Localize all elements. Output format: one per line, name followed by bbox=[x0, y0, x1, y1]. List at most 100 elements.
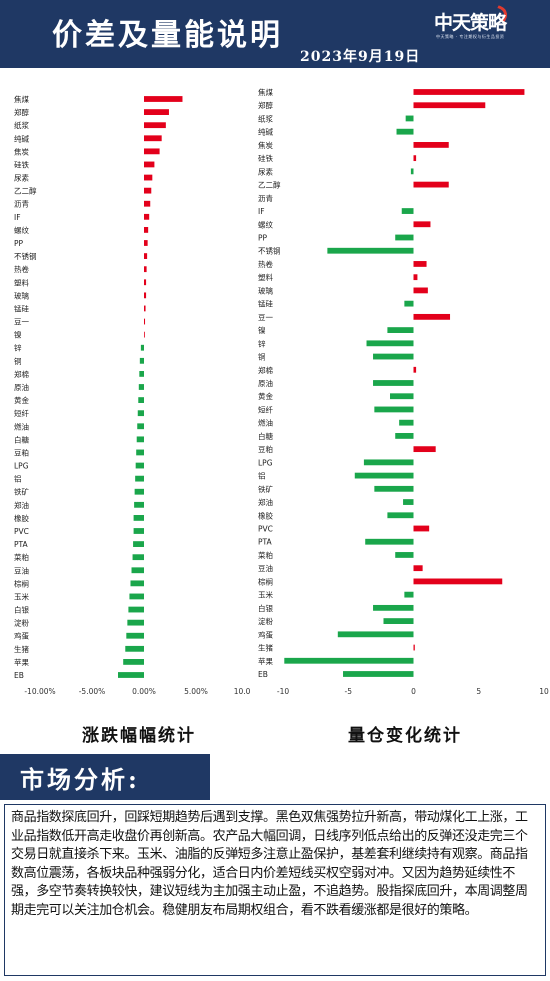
bar-15 bbox=[413, 274, 418, 281]
bar-8 bbox=[144, 187, 152, 194]
category-label: 白糖 bbox=[14, 434, 29, 444]
category-label: PTA bbox=[14, 540, 29, 549]
category-label: 燃油 bbox=[14, 421, 29, 431]
bar-27 bbox=[395, 433, 414, 439]
category-label: 纯碱 bbox=[258, 127, 273, 137]
bar-41 bbox=[127, 619, 144, 626]
bar-16 bbox=[144, 292, 147, 299]
bar-14 bbox=[144, 266, 147, 273]
category-label: 沥青 bbox=[14, 199, 29, 209]
category-label: 塑料 bbox=[258, 272, 273, 282]
bar-44 bbox=[123, 659, 144, 665]
category-label: 纯碱 bbox=[14, 133, 29, 143]
category-label: PTA bbox=[258, 538, 273, 547]
bar-12 bbox=[395, 234, 414, 241]
category-label: 燃油 bbox=[258, 418, 273, 428]
category-label: 铝 bbox=[258, 471, 266, 481]
category-label: PP bbox=[14, 239, 24, 248]
category-label: 豆一 bbox=[258, 313, 273, 322]
bar-13 bbox=[327, 247, 414, 254]
bar-26 bbox=[137, 423, 144, 430]
bar-21 bbox=[139, 357, 144, 364]
category-label: 铜 bbox=[258, 352, 266, 362]
bar-6 bbox=[144, 161, 155, 168]
bar-23 bbox=[138, 384, 144, 390]
bar-38 bbox=[130, 580, 144, 587]
bar-6 bbox=[413, 155, 417, 162]
bar-39 bbox=[404, 591, 414, 598]
category-label: 焦煤 bbox=[258, 87, 273, 97]
category-label: 锌 bbox=[258, 338, 266, 348]
bar-24 bbox=[390, 393, 414, 400]
volume-chart-ticks: -10 -5 0 5 10 bbox=[277, 687, 549, 696]
category-label: 不锈钢 bbox=[14, 251, 37, 261]
category-label: 硅铁 bbox=[258, 153, 273, 163]
category-label: 短纤 bbox=[258, 404, 273, 414]
bar-10 bbox=[144, 213, 150, 220]
category-label: 锌 bbox=[14, 343, 22, 353]
bar-36 bbox=[132, 554, 144, 561]
category-label: 生猪 bbox=[258, 643, 273, 653]
bar-22 bbox=[139, 371, 144, 377]
bar-8 bbox=[413, 181, 449, 188]
category-label: 白银 bbox=[14, 605, 29, 615]
category-label: 苹果 bbox=[14, 657, 29, 667]
tick-label: -10 bbox=[277, 687, 289, 696]
category-label: 郑棉 bbox=[258, 365, 273, 375]
bar-4 bbox=[144, 135, 162, 142]
bar-29 bbox=[135, 462, 144, 469]
category-label: 螺纹 bbox=[14, 225, 29, 235]
bar-2 bbox=[144, 109, 169, 115]
category-label: 锰硅 bbox=[14, 303, 29, 313]
bar-18 bbox=[144, 318, 146, 325]
category-label: 塑料 bbox=[14, 277, 29, 287]
header-bar: 价差及量能说明 2023年9月19日 中天策略 中天策略 · 专注期权与衍生品投… bbox=[0, 0, 550, 68]
category-label: 乙二醇 bbox=[258, 180, 281, 190]
category-label: 热卷 bbox=[14, 264, 29, 274]
category-label: LPG bbox=[14, 462, 29, 471]
bar-41 bbox=[383, 618, 414, 624]
bar-34 bbox=[413, 525, 430, 532]
bar-43 bbox=[413, 644, 415, 651]
bar-2 bbox=[413, 102, 486, 109]
bar-20 bbox=[140, 344, 144, 351]
bar-42 bbox=[126, 632, 144, 639]
bar-36 bbox=[395, 552, 414, 558]
category-label: IF bbox=[258, 207, 265, 216]
category-label: 镍 bbox=[258, 325, 266, 335]
bar-3 bbox=[405, 115, 414, 122]
category-label: 尿素 bbox=[258, 166, 273, 176]
category-label: 乙二醇 bbox=[14, 186, 37, 196]
category-label: 原油 bbox=[14, 382, 29, 392]
tick-label: -5 bbox=[345, 687, 353, 696]
bar-5 bbox=[413, 142, 449, 148]
bar-45 bbox=[118, 672, 144, 678]
category-label: 铝 bbox=[14, 474, 22, 484]
category-label: 白银 bbox=[258, 603, 273, 613]
bar-11 bbox=[144, 227, 149, 233]
bar-32 bbox=[134, 501, 144, 508]
category-label: 菜粕 bbox=[14, 552, 29, 562]
brand-logo: 中天策略 中天策略 · 专注期权与衍生品投资 bbox=[430, 0, 542, 46]
analysis-box: 商品指数探底回升，回踩短期趋势后遇到支撑。黑色双焦强势拉升新高，带动煤化工上涨，… bbox=[4, 804, 546, 976]
bar-21 bbox=[373, 353, 414, 360]
bar-3 bbox=[144, 122, 166, 129]
category-label: PVC bbox=[14, 527, 29, 536]
bar-14 bbox=[413, 261, 427, 267]
bar-44 bbox=[284, 657, 414, 664]
category-label: 豆油 bbox=[258, 563, 273, 573]
category-label: 焦炭 bbox=[258, 140, 273, 150]
logo-subtext: 中天策略 · 专注期权与衍生品投资 bbox=[436, 34, 505, 39]
bar-31 bbox=[134, 488, 144, 495]
category-label: EB bbox=[258, 670, 268, 679]
change-chart-bars bbox=[118, 96, 183, 678]
category-label: 菜粕 bbox=[258, 550, 273, 560]
bar-40 bbox=[128, 606, 144, 613]
category-label: 不锈钢 bbox=[258, 246, 281, 256]
bar-37 bbox=[413, 565, 423, 572]
bar-30 bbox=[135, 475, 144, 482]
section-banner: 市场分析: bbox=[0, 754, 210, 800]
category-label: 豆粕 bbox=[14, 447, 29, 457]
